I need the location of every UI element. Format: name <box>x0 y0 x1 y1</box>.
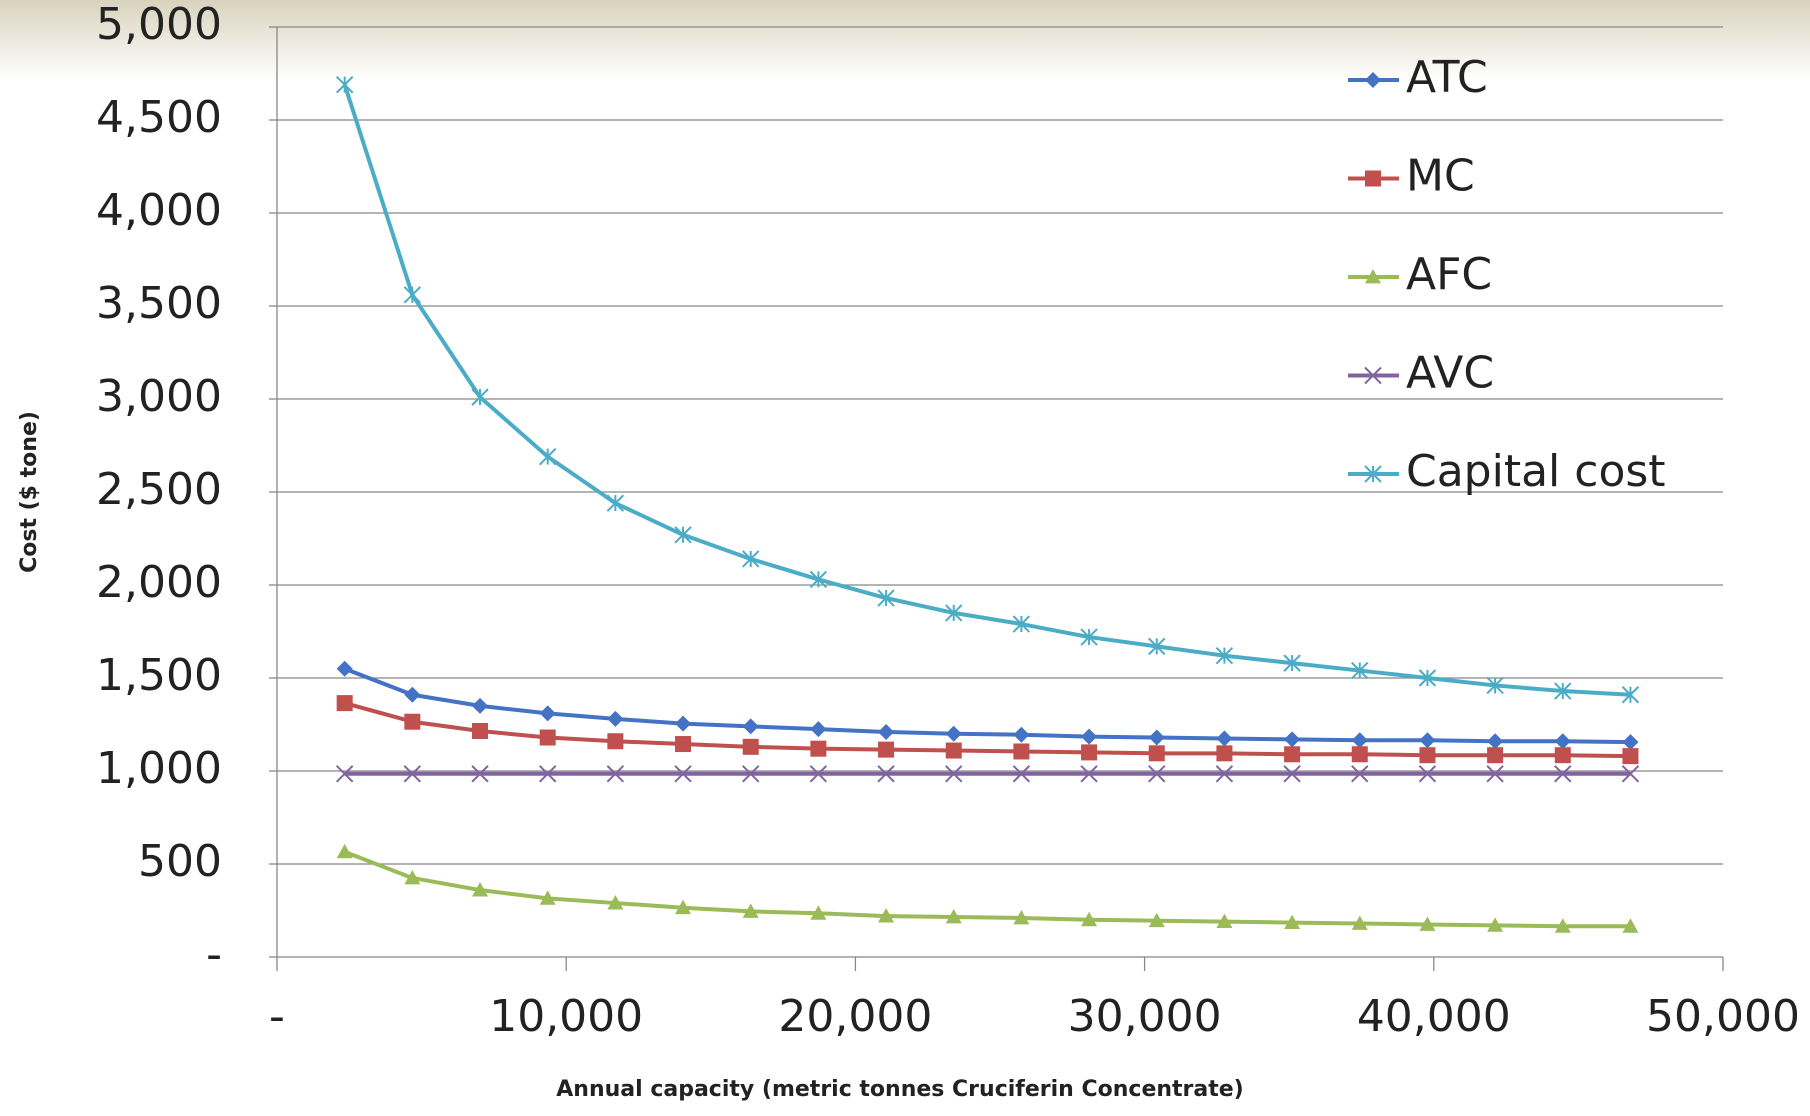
marker <box>1487 733 1503 749</box>
marker <box>1149 730 1165 746</box>
legend-entry: Capital cost <box>1348 446 1666 497</box>
marker <box>675 716 691 732</box>
legend-entry: AFC <box>1348 249 1492 300</box>
background-band <box>0 0 1810 80</box>
marker <box>607 495 623 511</box>
marker <box>1352 746 1368 762</box>
legend-entry: AVC <box>1348 348 1494 399</box>
page: Cost ($ tone) Annual capacity (metric to… <box>0 0 1810 1116</box>
marker <box>1013 743 1029 759</box>
marker <box>540 730 556 746</box>
y-tick-label: 1,000 <box>96 743 222 794</box>
marker <box>810 741 826 757</box>
marker <box>1081 729 1097 745</box>
legend-marker <box>1365 171 1381 187</box>
legend-label: Capital cost <box>1406 446 1666 497</box>
y-tick-label: - <box>206 929 222 980</box>
marker <box>607 711 623 727</box>
marker <box>1622 734 1638 750</box>
series-line <box>345 852 1631 926</box>
marker <box>1352 732 1368 748</box>
marker <box>810 721 826 737</box>
chart: Cost ($ tone) Annual capacity (metric to… <box>0 0 1810 1116</box>
marker <box>1149 745 1165 761</box>
marker <box>472 723 488 739</box>
x-tick-label: 50,000 <box>1646 991 1800 1042</box>
marker <box>675 736 691 752</box>
y-tick-label: 3,000 <box>96 371 222 422</box>
marker <box>743 739 759 755</box>
marker <box>404 714 420 730</box>
x-tick-label: 40,000 <box>1357 991 1511 1042</box>
x-tick-label: 10,000 <box>489 991 643 1042</box>
marker <box>337 695 353 711</box>
marker <box>1284 731 1300 747</box>
marker <box>540 449 556 465</box>
marker <box>1555 733 1571 749</box>
y-tick-label: 4,500 <box>96 92 222 143</box>
x-axis-label: Annual capacity (metric tonnes Cruciferi… <box>556 1077 1243 1102</box>
y-tick-label: 2,500 <box>96 464 222 515</box>
marker <box>878 724 894 740</box>
marker <box>337 77 353 93</box>
marker <box>404 287 420 303</box>
marker <box>1216 730 1232 746</box>
y-tick-label: 2,000 <box>96 557 222 608</box>
marker <box>1284 746 1300 762</box>
marker <box>946 743 962 759</box>
y-tick-label: 5,000 <box>96 0 222 50</box>
x-tick-label: 30,000 <box>1068 991 1222 1042</box>
marker <box>1622 748 1638 764</box>
marker <box>1013 727 1029 743</box>
y-tick-label: 500 <box>138 836 222 887</box>
legend-label: AFC <box>1406 249 1492 300</box>
marker <box>946 726 962 742</box>
marker <box>743 718 759 734</box>
marker <box>1487 747 1503 763</box>
y-tick-label: 3,500 <box>96 278 222 329</box>
legend-entry: MC <box>1348 151 1475 202</box>
y-tick-label: 1,500 <box>96 650 222 701</box>
legend-label: MC <box>1406 151 1475 202</box>
x-tick-label: 20,000 <box>778 991 932 1042</box>
marker <box>337 661 353 677</box>
marker <box>1216 745 1232 761</box>
marker <box>472 389 488 405</box>
marker <box>337 844 353 858</box>
marker <box>878 742 894 758</box>
marker <box>1419 732 1435 748</box>
marker <box>1555 747 1571 763</box>
x-tick-label: - <box>269 991 285 1042</box>
marker <box>1419 747 1435 763</box>
y-axis-label: Cost ($ tone) <box>17 411 42 573</box>
marker <box>1081 744 1097 760</box>
legend-label: ATC <box>1406 52 1488 103</box>
legend-label: AVC <box>1406 348 1494 399</box>
marker <box>540 705 556 721</box>
y-tick-label: 4,000 <box>96 185 222 236</box>
marker <box>607 733 623 749</box>
marker <box>404 687 420 703</box>
marker <box>472 698 488 714</box>
